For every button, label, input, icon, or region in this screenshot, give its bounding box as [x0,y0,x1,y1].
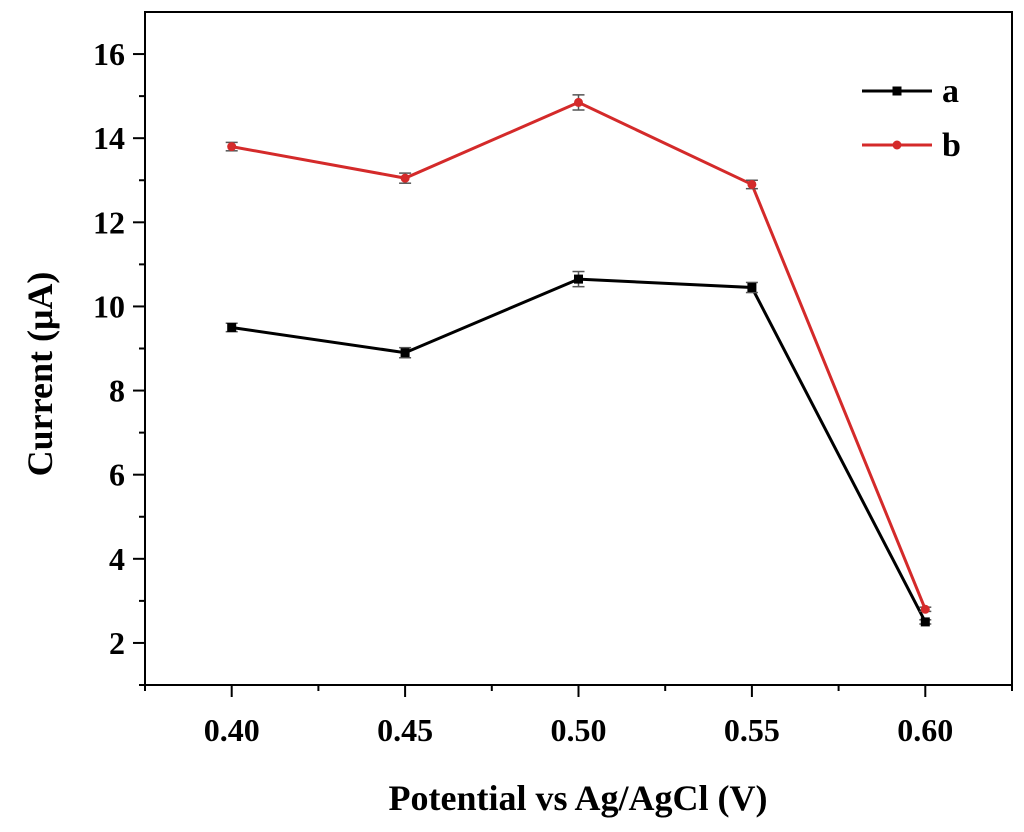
x-tick-label: 0.40 [204,712,260,748]
y-tick-label: 4 [109,541,125,577]
series-a [225,270,932,627]
data-point [920,604,930,614]
x-axis-title: Potential vs Ag/AgCl (V) [389,778,768,818]
legend-item-a: a [862,73,959,110]
legend: ab [862,73,961,164]
y-tick-label: 8 [109,373,125,409]
data-point [920,617,930,627]
data-point [400,348,410,358]
y-tick-label: 12 [93,204,125,240]
y-tick-label: 2 [109,625,125,661]
data-point [227,322,237,332]
x-tick-label: 0.60 [897,712,953,748]
x-tick-label: 0.50 [551,712,607,748]
y-axis-title: Current (μA) [20,272,60,477]
y-tick-label: 6 [109,457,125,493]
series-line-b [231,100,927,610]
y-axis-ticks: 2 4 6 8 10 12 14 16 [93,36,145,686]
plot-frame [144,11,1013,686]
series-b [225,94,932,614]
legend-label: a [942,73,959,110]
plot-border [144,11,1013,686]
data-point [400,173,410,183]
y-tick-label: 14 [93,120,125,156]
data-point [574,274,583,284]
series-line-a [231,277,927,623]
data-point [574,97,583,107]
y-tick-label: 16 [93,36,125,72]
x-tick-label: 0.55 [724,712,780,748]
data-point [747,179,757,189]
legend-item-b: b [862,127,961,164]
legend-label: b [942,127,961,164]
y-tick-label: 10 [93,288,125,324]
series-layer [225,94,932,627]
legend-marker [892,140,902,150]
legend-marker [892,86,902,96]
data-point [227,142,237,152]
x-tick-label: 0.45 [377,712,433,748]
data-point [747,283,757,293]
x-axis-ticks: 0.40 0.45 0.50 0.55 0.60 [144,685,1013,748]
